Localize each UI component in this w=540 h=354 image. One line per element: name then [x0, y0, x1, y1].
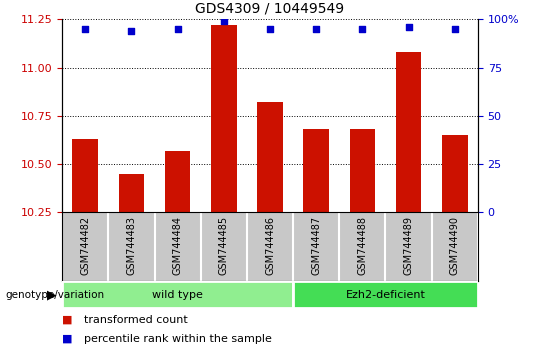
- Point: [358, 26, 367, 32]
- Bar: [165, 151, 190, 212]
- Point: [312, 26, 321, 32]
- Text: percentile rank within the sample: percentile rank within the sample: [84, 333, 272, 344]
- Bar: [119, 174, 144, 212]
- Point: [266, 26, 274, 32]
- Text: GSM744489: GSM744489: [403, 216, 414, 275]
- Text: ■: ■: [62, 333, 72, 344]
- Bar: [350, 130, 375, 212]
- Bar: [62, 281, 293, 308]
- Bar: [396, 52, 421, 212]
- Point: [127, 28, 136, 34]
- Bar: [257, 102, 283, 212]
- Point: [173, 26, 182, 32]
- Bar: [442, 135, 468, 212]
- Bar: [303, 130, 329, 212]
- Point: [450, 26, 459, 32]
- Text: ▶: ▶: [47, 288, 57, 301]
- Bar: [211, 25, 237, 212]
- Bar: [293, 281, 478, 308]
- Text: wild type: wild type: [152, 290, 203, 300]
- Point: [81, 26, 90, 32]
- Text: genotype/variation: genotype/variation: [5, 290, 105, 300]
- Text: GSM744487: GSM744487: [311, 216, 321, 275]
- Text: GSM744484: GSM744484: [173, 216, 183, 275]
- Point: [404, 24, 413, 30]
- Text: GSM744488: GSM744488: [357, 216, 367, 275]
- Title: GDS4309 / 10449549: GDS4309 / 10449549: [195, 1, 345, 16]
- Text: GSM744482: GSM744482: [80, 216, 90, 275]
- Text: GSM744485: GSM744485: [219, 216, 229, 275]
- Bar: [72, 139, 98, 212]
- Point: [219, 18, 228, 24]
- Text: Ezh2-deficient: Ezh2-deficient: [346, 290, 426, 300]
- Text: ■: ■: [62, 315, 72, 325]
- Text: transformed count: transformed count: [84, 315, 187, 325]
- Text: GSM744486: GSM744486: [265, 216, 275, 275]
- Text: GSM744490: GSM744490: [450, 216, 460, 275]
- Text: GSM744483: GSM744483: [126, 216, 137, 275]
